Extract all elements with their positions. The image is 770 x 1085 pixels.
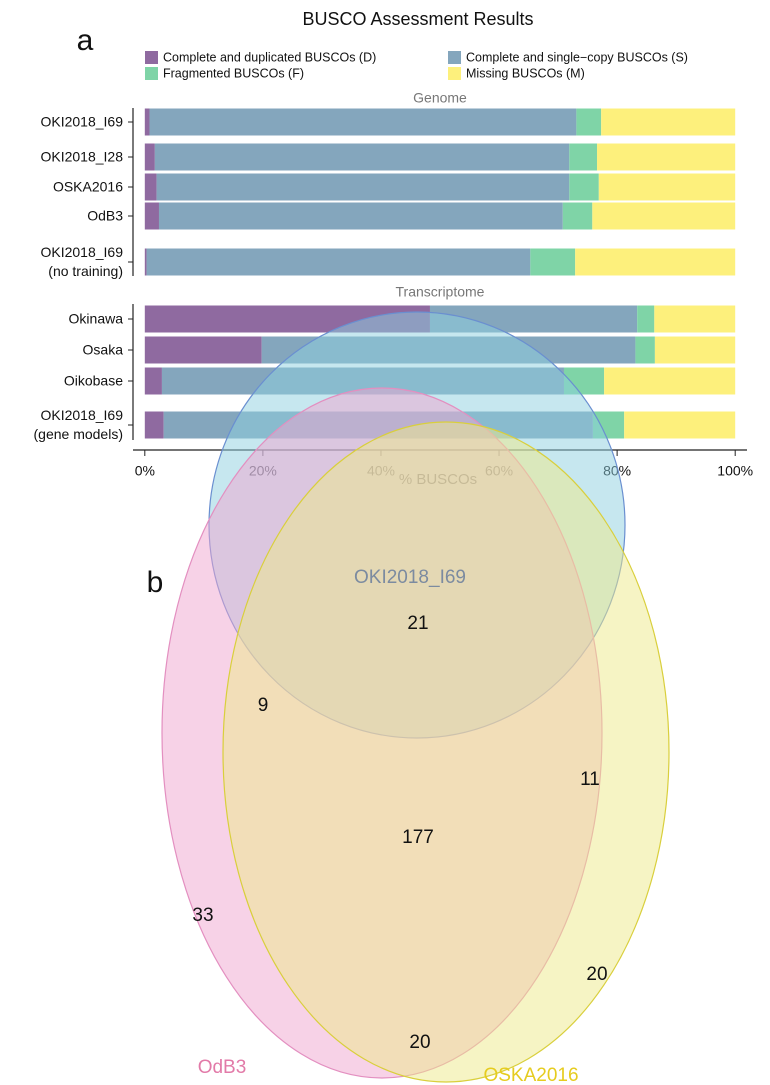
panel-label: a <box>77 24 94 57</box>
legend-swatch <box>448 51 461 64</box>
bar-segment <box>144 367 162 395</box>
group-label: Genome <box>413 90 467 106</box>
bar-segment <box>144 336 262 364</box>
bar-segment <box>144 108 150 136</box>
y-tick-label: Osaka <box>82 341 123 358</box>
bar-segment <box>635 336 655 364</box>
legend-swatch <box>448 67 461 80</box>
bar-segment <box>146 248 531 276</box>
legend-label: Fragmented BUSCOs (F) <box>163 66 304 80</box>
bar-segment <box>144 143 155 171</box>
bar-segment <box>569 143 598 171</box>
bar-segment <box>144 411 164 439</box>
legend-label: Complete and duplicated BUSCOs (D) <box>163 50 376 64</box>
venn-region-value: 177 <box>402 827 434 848</box>
bar-segment <box>158 202 563 230</box>
y-tick-label: OKI2018_I69 <box>40 113 123 130</box>
venn-region-value: 9 <box>258 695 269 716</box>
bar-segment <box>654 305 736 333</box>
venn-region-value: 20 <box>409 1032 430 1053</box>
legend-label: Missing BUSCOs (M) <box>466 66 585 80</box>
bar-segment <box>597 143 736 171</box>
x-tick-label: 0% <box>135 463 155 479</box>
legend-swatch <box>145 67 158 80</box>
y-tick-label: OKI2018_I69 (gene models) <box>33 407 124 442</box>
bar-segment <box>575 248 736 276</box>
legend-swatch <box>145 51 158 64</box>
bar-segment <box>598 173 736 201</box>
venn-region-value: 33 <box>192 905 213 926</box>
x-tick-label: 100% <box>717 463 753 479</box>
venn-set <box>222 421 670 1083</box>
venn-set-label: OdB3 <box>198 1057 247 1078</box>
group-label: Transcriptome <box>396 284 485 300</box>
bar-segment <box>569 173 599 201</box>
y-tick-label: OSKA2016 <box>52 178 123 195</box>
bar-segment <box>576 108 602 136</box>
y-tick-label: OKI2018_I69 (no training) <box>40 244 123 279</box>
bar-segment <box>154 143 570 171</box>
bar-segment <box>144 202 159 230</box>
y-tick-label: OKI2018_I28 <box>40 148 123 165</box>
bar-segment <box>654 336 736 364</box>
bar-segment <box>149 108 577 136</box>
bar-segment <box>624 411 736 439</box>
bar-segment <box>144 248 147 276</box>
legend-label: Complete and single−copy BUSCOs (S) <box>466 50 688 64</box>
bar-segment <box>604 367 736 395</box>
y-tick-label: Oikobase <box>63 372 123 389</box>
venn-set-label: OKI2018_I69 <box>354 567 466 588</box>
bar-segment <box>601 108 736 136</box>
bar-segment <box>144 173 157 201</box>
bar-segment <box>592 202 736 230</box>
venn-region-value: 11 <box>580 769 600 790</box>
y-tick-label: Okinawa <box>68 310 123 327</box>
chart-title: BUSCO Assessment Results <box>302 9 533 29</box>
venn-region-value: 20 <box>586 964 607 985</box>
y-tick-label: OdB3 <box>87 207 123 224</box>
bar-segment <box>156 173 570 201</box>
venn-set-label: OSKA2016 <box>483 1065 578 1085</box>
bar-segment <box>637 305 655 333</box>
panel-label: b <box>147 566 164 599</box>
bar-segment <box>530 248 576 276</box>
venn-region-value: 21 <box>407 613 428 634</box>
bar-segment <box>562 202 593 230</box>
